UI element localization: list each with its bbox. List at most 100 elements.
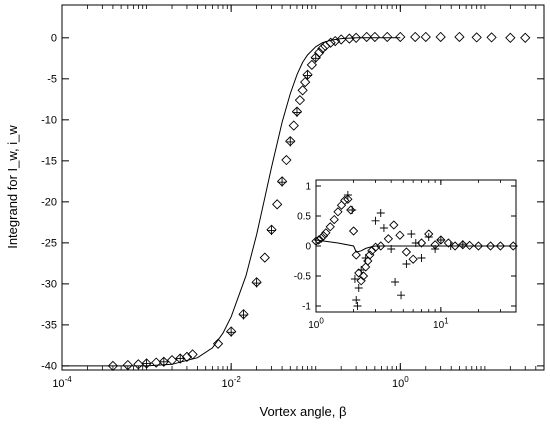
inset-y-tick-label: 0.5: [297, 212, 311, 223]
inset-diamond-marker: [358, 271, 369, 281]
main-diamond-marker: [486, 32, 497, 43]
main-y-tick-label: -20: [41, 197, 57, 209]
inset-diamond-marker: [450, 241, 460, 251]
main-diamond-marker: [369, 31, 380, 43]
main-plus-marker: [267, 226, 277, 236]
inset-plus-marker: [371, 216, 380, 225]
inset-diamond-marker: [464, 240, 475, 251]
inset-plus-marker: [397, 291, 406, 300]
inset-diamond-marker: [389, 220, 399, 230]
main-diamond-marker: [361, 31, 372, 43]
inset-plus-marker: [353, 302, 362, 310]
inset-diamond-marker: [361, 262, 371, 272]
inset-diamond-marker: [333, 207, 343, 217]
inset-series: [311, 191, 518, 310]
inset-diamond-marker: [495, 241, 506, 251]
inset-x-tick-label: 101: [433, 317, 449, 332]
main-y-tick-label: -10: [41, 115, 57, 127]
inset-plus-marker: [350, 275, 359, 283]
inset-ticks: 1 0.5 0 -0.5 -1 100 101: [294, 180, 517, 332]
main-diamond-marker: [272, 199, 283, 210]
inset-diamond-marker: [485, 241, 496, 251]
inset-diamond-marker: [346, 205, 356, 215]
inset-plus-marker: [379, 224, 388, 232]
inset-diamond-marker: [401, 247, 412, 257]
main-diamond-marker: [395, 31, 406, 43]
inset-diamond-marker: [383, 234, 394, 244]
main-diamond-marker: [317, 43, 328, 54]
main-y-tick-label: -30: [41, 279, 57, 291]
inset-y-tick-label: 1: [305, 182, 311, 193]
inset-diamond-marker: [363, 256, 373, 266]
inset-diamond-marker: [458, 240, 468, 250]
main-diamond-marker: [151, 357, 162, 368]
main-diamond-marker: [454, 31, 465, 43]
inset-plus-marker: [354, 284, 363, 292]
main-plus-marker: [226, 327, 236, 337]
inset-plus-marker: [343, 191, 352, 199]
main-plus-marker: [175, 354, 185, 364]
inset-plus-marker: [357, 266, 366, 274]
main-curve-line: [62, 37, 401, 367]
inset-diamond-marker: [340, 195, 350, 206]
main-diamond-marker: [122, 359, 133, 371]
main-diamond-marker: [505, 32, 516, 43]
inset-plus-marker: [376, 209, 385, 217]
x-axis-label: Vortex angle, β: [260, 404, 347, 419]
main-plus-marker: [303, 71, 313, 81]
main-y-tick-label: -35: [41, 320, 57, 332]
main-diamond-marker: [281, 154, 292, 166]
inset-diamond-marker: [416, 238, 427, 248]
inset-plus-marker: [352, 296, 361, 304]
inset-plus-marker: [391, 278, 400, 286]
main-diamond-marker: [259, 252, 270, 263]
main-diamond-marker: [471, 32, 482, 43]
inset-plus-marker: [348, 206, 357, 214]
main-diamond-marker: [181, 351, 193, 363]
main-plus-marker: [292, 107, 302, 117]
main-plus-marker: [239, 310, 249, 320]
inset-diamond-marker: [329, 214, 339, 225]
x-axis-label-text: Vortex angle, β: [260, 404, 347, 419]
main-diamond-marker: [350, 32, 362, 43]
main-diamond-marker: [435, 31, 446, 43]
main-diamond-marker: [314, 47, 325, 58]
inset-diamond-marker: [318, 231, 329, 241]
inset-diamond-marker: [395, 230, 405, 240]
main-diamond-marker: [306, 59, 317, 71]
inset-plus-marker: [458, 240, 467, 249]
main-y-tick-label: -40: [41, 361, 57, 373]
main-diamond-marker: [158, 356, 169, 367]
main-series: [62, 31, 531, 372]
inset-y-tick-label: -0.5: [294, 272, 312, 283]
main-plus-marker: [285, 137, 295, 147]
inset-diamond-marker: [443, 238, 454, 248]
inset-diamond-marker: [316, 233, 326, 243]
main-y-tick-label: 0: [51, 33, 57, 45]
inset-diamond-marker: [343, 194, 353, 204]
main-diamond-marker: [420, 31, 431, 43]
main-x-tick-label: 100: [392, 375, 409, 390]
inset-diamond-marker: [321, 228, 331, 238]
inset-plus-marker: [436, 236, 445, 244]
main-diamond-marker: [175, 353, 186, 364]
inset-plus-marker: [407, 230, 416, 238]
inset-diamond-marker: [325, 222, 335, 232]
main-y-tick-label: -15: [41, 156, 57, 168]
main-diamond-marker: [300, 76, 311, 88]
main-diamond-marker: [382, 31, 393, 43]
inset-x-tick-label: 100: [308, 317, 324, 332]
inset-y-tick-label: -1: [302, 302, 311, 313]
main-diamond-marker: [520, 32, 531, 43]
main-diamond-marker: [297, 85, 308, 96]
main-plus-marker: [311, 53, 321, 63]
main-plus-marker: [277, 177, 287, 187]
inset-plus-marker: [361, 254, 370, 262]
main-y-tick-label: -5: [47, 74, 57, 86]
main-x-tick-label: 10-2: [221, 375, 241, 390]
main-x-tick-label: 10-4: [52, 375, 72, 390]
main-plus-marker: [252, 278, 262, 288]
inset-diamond-marker: [351, 250, 361, 260]
